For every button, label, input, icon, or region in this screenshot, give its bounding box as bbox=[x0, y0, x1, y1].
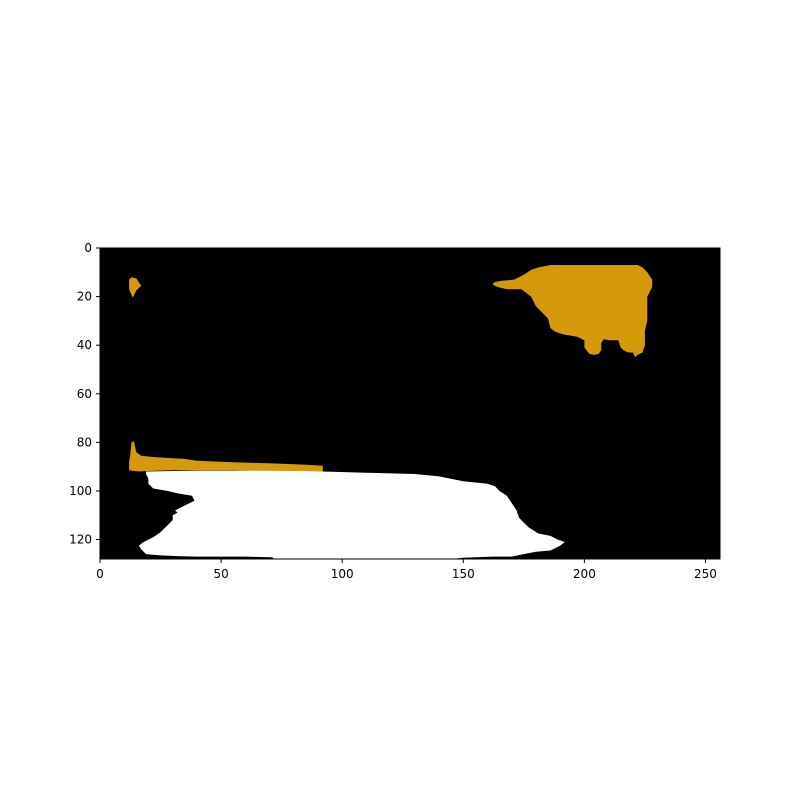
image-regions bbox=[129, 265, 653, 559]
y-tick-label: 100 bbox=[69, 484, 92, 498]
x-tick-label: 250 bbox=[694, 567, 717, 581]
x-tick-label: 100 bbox=[331, 567, 354, 581]
y-tick-label: 40 bbox=[77, 338, 92, 352]
y-tick-label: 120 bbox=[69, 533, 92, 547]
x-axis: 0 50 100 150 200 250 bbox=[96, 559, 717, 581]
x-tick-label: 200 bbox=[573, 567, 596, 581]
region-gold-strip-bottom-left bbox=[129, 441, 323, 472]
region-gold-dot bbox=[129, 277, 142, 298]
region-gold-blob-top-right bbox=[492, 265, 653, 358]
y-tick-label: 0 bbox=[84, 241, 92, 255]
y-tick-label: 20 bbox=[77, 290, 92, 304]
y-tick-label: 60 bbox=[77, 387, 92, 401]
x-tick-label: 0 bbox=[96, 567, 104, 581]
region-white-region-bottom bbox=[138, 470, 566, 559]
y-axis: 0 20 40 60 80 100 120 bbox=[69, 241, 100, 547]
y-tick-label: 80 bbox=[77, 435, 92, 449]
axes-frame bbox=[99, 247, 721, 560]
x-tick-label: 150 bbox=[452, 567, 475, 581]
x-tick-label: 50 bbox=[213, 567, 228, 581]
image-plot-area bbox=[100, 248, 720, 559]
